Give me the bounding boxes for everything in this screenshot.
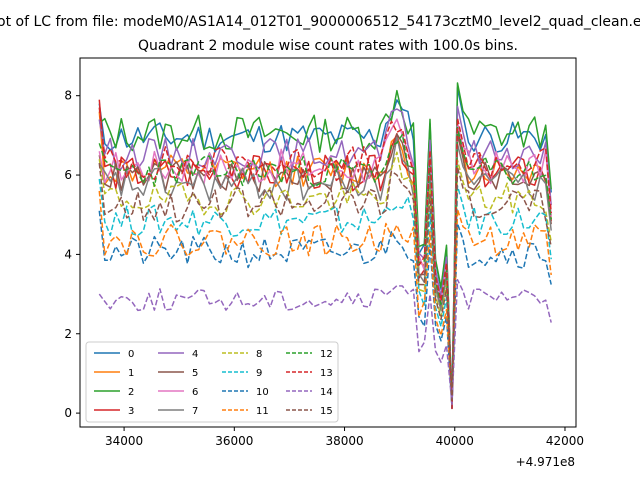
legend-label-15: 15	[320, 406, 333, 417]
x-tick-label: 36000	[215, 434, 253, 448]
series-line-14	[98, 278, 552, 406]
legend-label-11: 11	[256, 406, 269, 417]
legend-label-13: 13	[320, 368, 333, 379]
legend-label-7: 7	[192, 406, 198, 417]
y-tick-label: 4	[64, 247, 72, 261]
chart-title: Quadrant 2 module wise count rates with …	[138, 38, 518, 54]
series-line-1	[98, 111, 552, 410]
legend-label-5: 5	[192, 368, 198, 379]
legend-label-12: 12	[320, 349, 333, 360]
legend-label-9: 9	[256, 368, 262, 379]
y-tick-label: 8	[64, 89, 72, 103]
x-tick-label: 42000	[546, 434, 584, 448]
series-line-12	[98, 126, 552, 402]
legend-box	[85, 341, 339, 423]
legend-label-2: 2	[128, 387, 134, 398]
series-line-2	[98, 82, 552, 406]
y-tick-label: 6	[64, 168, 72, 182]
axes-frame	[79, 57, 577, 428]
series-line-8	[98, 151, 552, 406]
series-line-4	[98, 105, 552, 410]
legend-label-14: 14	[320, 387, 333, 398]
series-line-9	[98, 178, 552, 402]
legend-label-0: 0	[128, 349, 134, 360]
series-line-13	[98, 107, 552, 410]
legend-label-3: 3	[128, 406, 134, 417]
y-tick-label: 2	[64, 327, 72, 341]
x-tick-label: 34000	[105, 434, 143, 448]
x-offset-label: +4.971e8	[516, 455, 575, 469]
x-tick-label: 40000	[436, 434, 474, 448]
y-tick-label: 0	[64, 406, 72, 420]
figure-suptitle: Plot of LC from file: modeM0/AS1A14_012T…	[0, 14, 640, 30]
x-tick-label: 38000	[325, 434, 363, 448]
legend-label-6: 6	[192, 387, 198, 398]
legend-label-1: 1	[128, 368, 134, 379]
y-axis: 0 2 4 6 8	[64, 89, 80, 420]
series-line-11	[98, 190, 552, 406]
x-axis: 34000 36000 38000 40000 42000	[105, 427, 584, 448]
legend-label-8: 8	[256, 349, 262, 360]
legend-label-10: 10	[256, 387, 269, 398]
series-layer	[98, 82, 552, 410]
series-line-10	[98, 210, 552, 410]
series-line-6	[98, 118, 552, 402]
series-line-15	[98, 163, 552, 402]
legend-label-4: 4	[192, 349, 198, 360]
